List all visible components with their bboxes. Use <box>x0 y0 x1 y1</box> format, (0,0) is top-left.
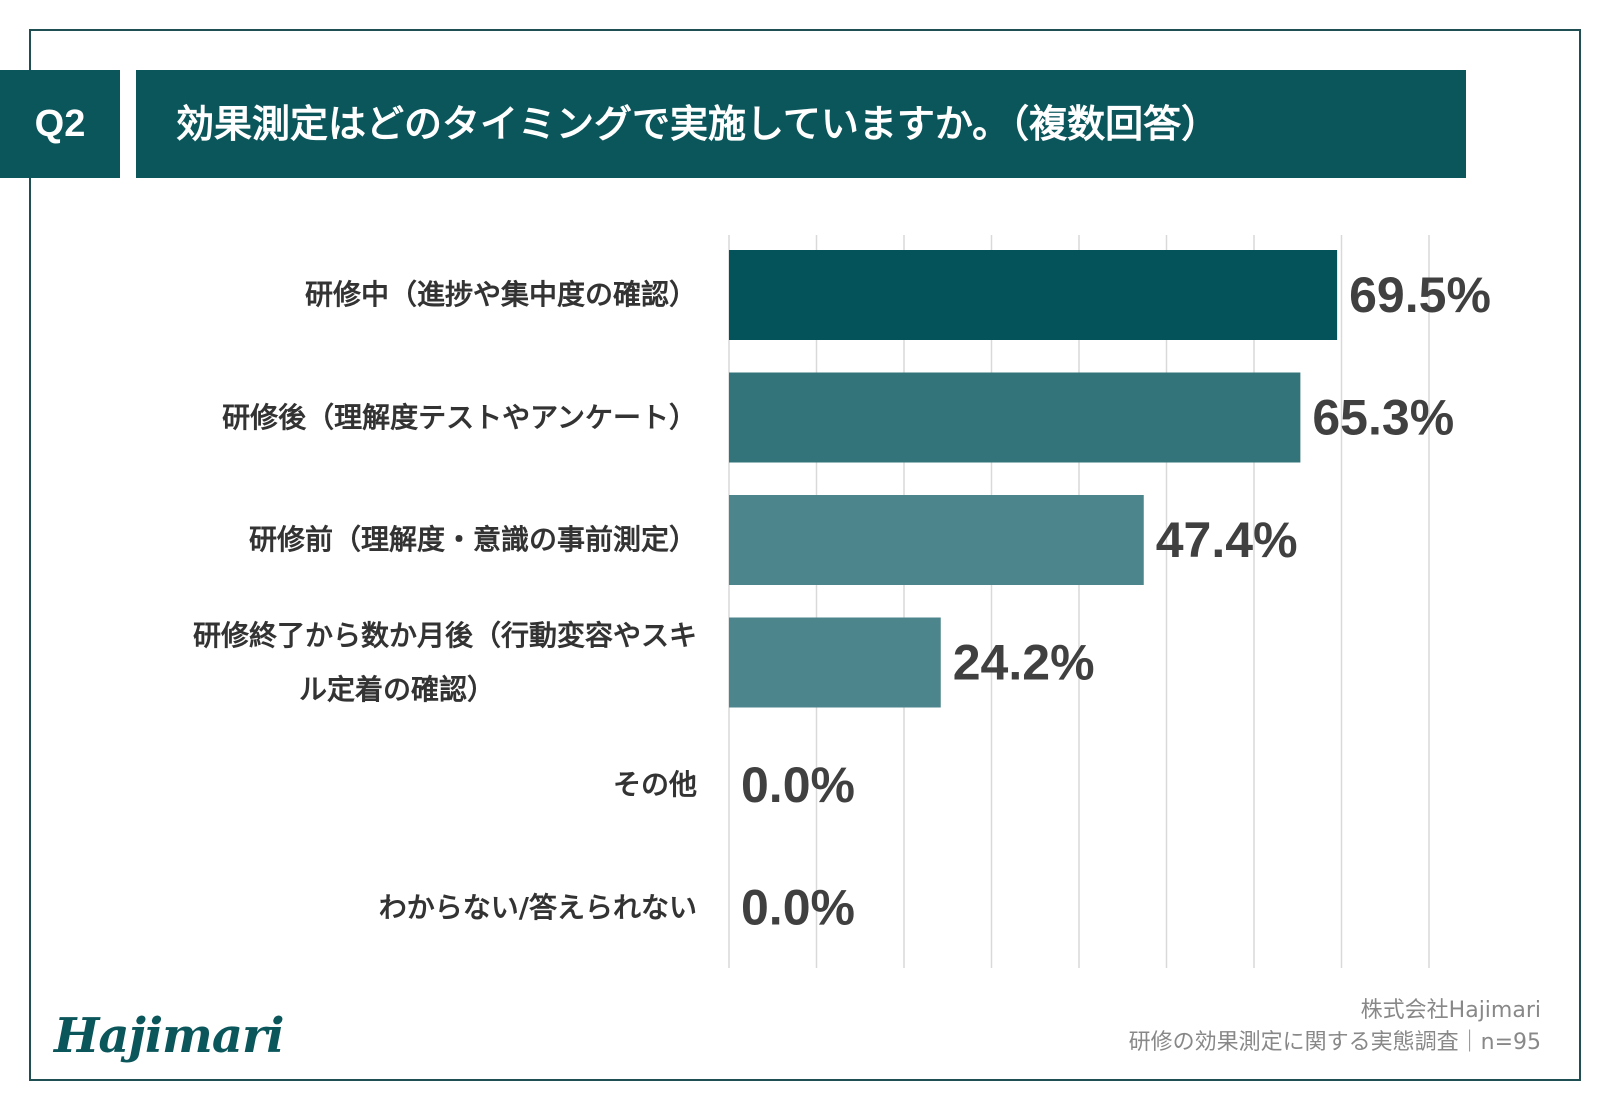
value-label: 0.0% <box>741 757 855 813</box>
category-label: わからない/答えられない <box>97 881 697 935</box>
category-label: 研修中（進捗や集中度の確認） <box>97 268 697 322</box>
category-label: 研修前（理解度・意識の事前測定） <box>97 513 697 567</box>
category-label-line: 研修前（理解度・意識の事前測定） <box>248 523 697 556</box>
category-label: その他 <box>97 758 697 812</box>
category-label-line: ル定着の確認） <box>298 672 495 706</box>
source-survey: 研修の効果測定に関する実態調査｜n=95 <box>1128 1030 1541 1055</box>
bar <box>729 372 1301 463</box>
category-label-line: わからない/答えられない <box>378 890 697 924</box>
category-label: 研修終了から数か月後（行動変容やスキル定着の確認） <box>97 609 697 717</box>
question-title: 効果測定はどのタイミングで実施していますか。（複数回答） <box>136 70 1466 178</box>
question-number-badge: Q2 <box>0 70 120 178</box>
category-label-line: その他 <box>612 768 697 801</box>
bar <box>729 495 1144 585</box>
chart-frame <box>29 29 1581 1081</box>
value-label: 69.5% <box>1349 267 1491 323</box>
bar <box>729 617 941 708</box>
source-company: 株式会社Hajimari <box>1360 998 1541 1023</box>
value-label: 0.0% <box>741 880 855 936</box>
source-note: 株式会社Hajimari 研修の効果測定に関する実態調査｜n=95 <box>1129 995 1541 1059</box>
category-label-line: 研修終了から数か月後（行動変容やスキ <box>192 618 697 652</box>
value-label: 47.4% <box>1156 512 1298 568</box>
value-label: 65.3% <box>1312 390 1454 446</box>
bar <box>729 250 1338 340</box>
value-label: 24.2% <box>953 635 1095 691</box>
category-label-line: 研修中（進捗や集中度の確認） <box>304 278 697 311</box>
category-label-line: 研修後（理解度テストやアンケート） <box>222 400 697 434</box>
category-label: 研修後（理解度テストやアンケート） <box>97 391 697 445</box>
hajimari-logo: Hajimari <box>54 1008 284 1064</box>
